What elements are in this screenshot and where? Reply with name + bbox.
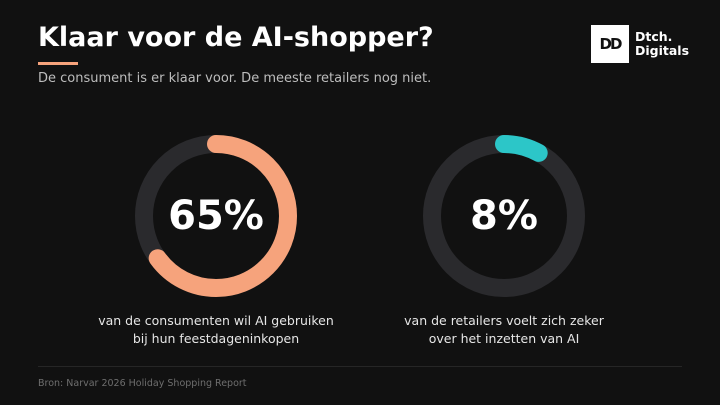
retailer-caption-line-2: over het inzetten van AI xyxy=(428,331,580,346)
source-note: Bron: Narvar 2026 Holiday Shopping Repor… xyxy=(38,378,247,389)
brand-logo: DD Dtch. Digitals xyxy=(591,25,689,63)
page-subtitle: De consument is er klaar voor. De meeste… xyxy=(38,71,432,86)
retailer-gauge-arc xyxy=(423,135,585,297)
logo-mark: DD xyxy=(591,25,629,63)
consumer-gauge-svg xyxy=(135,135,297,297)
retailer-gauge-svg xyxy=(423,135,585,297)
consumer-caption-line-1: van de consumenten wil AI gebruiken xyxy=(98,313,334,328)
consumer-caption: van de consumenten wil AI gebruiken bij … xyxy=(66,312,366,348)
logo-line-2: Digitals xyxy=(635,43,690,58)
logo-mark-text: DD xyxy=(599,35,623,53)
consumer-gauge-value: 65% xyxy=(168,193,264,239)
retailer-caption-line-1: van de retailers voelt zich zeker xyxy=(404,313,604,328)
logo-wordmark: Dtch. Digitals xyxy=(635,30,689,58)
retailer-gauge-value: 8% xyxy=(470,193,538,239)
retailer-gauge: 8% xyxy=(423,135,585,297)
consumer-caption-line-2: bij hun feestdageninkopen xyxy=(132,331,300,346)
retailer-caption: van de retailers voelt zich zeker over h… xyxy=(354,312,654,348)
consumer-gauge: 65% xyxy=(135,135,297,297)
title-accent-bar xyxy=(38,62,78,65)
logo-line-1: Dtch. xyxy=(635,29,673,44)
footer-divider xyxy=(38,366,682,367)
page-title: Klaar voor de AI-shopper? xyxy=(38,22,434,53)
consumer-gauge-arc xyxy=(135,135,297,297)
